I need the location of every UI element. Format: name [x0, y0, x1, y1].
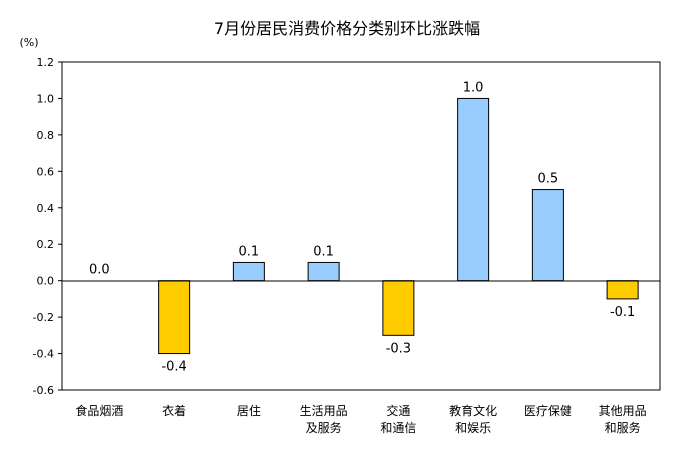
data-label: -0.4	[161, 360, 186, 375]
x-category-label: 教育文化	[449, 403, 497, 418]
y-tick-label: 1.0	[37, 92, 55, 105]
bar	[606, 280, 639, 300]
x-category-label: 和通信	[380, 421, 416, 435]
data-label: 0.1	[313, 244, 334, 259]
data-label: 0.1	[239, 244, 260, 259]
bar	[531, 189, 564, 282]
y-tick-label: 0.2	[37, 238, 55, 251]
data-label: 1.0	[463, 80, 484, 95]
x-category-label: 和娱乐	[455, 421, 491, 435]
bar	[158, 280, 191, 355]
x-category-label: 和服务	[605, 420, 641, 435]
data-label: -0.1	[610, 305, 635, 320]
x-category-label: 交通	[386, 403, 410, 418]
x-category-label: 及服务	[306, 420, 342, 435]
y-tick-label: 1.2	[37, 56, 55, 69]
y-tick-label: -0.2	[33, 311, 54, 324]
bar	[382, 280, 415, 336]
chart-title: 7月份居民消费价格分类别环比涨跌幅	[214, 19, 480, 38]
y-tick-label: -0.6	[33, 384, 54, 397]
x-category-label: 其他用品	[599, 404, 647, 418]
x-category-label: 衣着	[162, 403, 186, 418]
y-tick-label: 0.0	[37, 275, 55, 288]
y-tick-label: 0.4	[37, 202, 55, 215]
x-category-label: 医疗保健	[524, 404, 572, 418]
bar	[457, 97, 490, 282]
data-label: -0.3	[386, 341, 411, 356]
bar	[232, 261, 265, 282]
data-label: 0.0	[89, 263, 110, 278]
bar	[307, 261, 340, 282]
x-category-label: 生活用品	[300, 404, 348, 418]
y-tick-label: 0.8	[37, 129, 55, 142]
x-category-label: 居住	[237, 404, 261, 418]
plot-area	[61, 61, 661, 391]
y-tick-label: -0.4	[33, 348, 54, 361]
x-category-label: 食品烟酒	[75, 403, 123, 418]
y-tick-label: 0.6	[37, 165, 55, 178]
y-axis-unit: (%)	[19, 36, 38, 49]
data-label: 0.5	[538, 172, 559, 187]
